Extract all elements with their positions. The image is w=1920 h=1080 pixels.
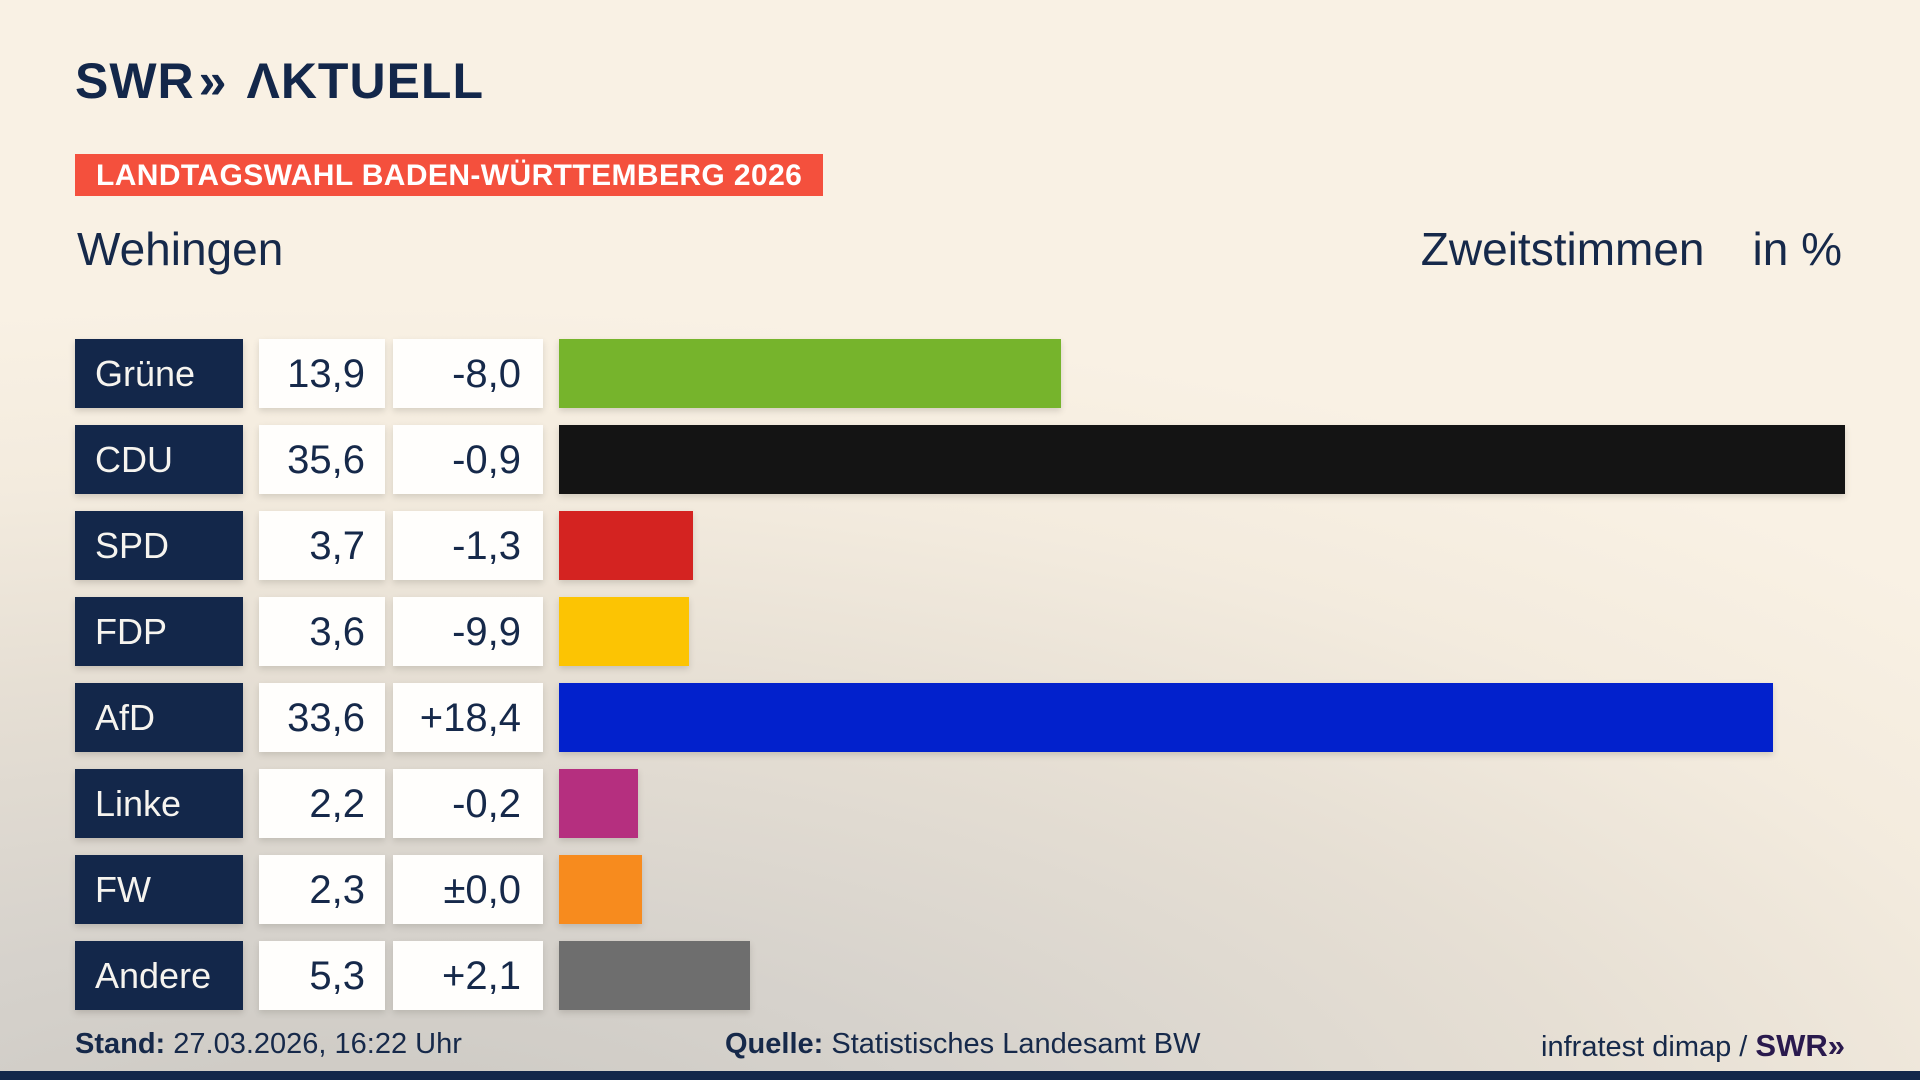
credit-text: infratest dimap /: [1541, 1031, 1756, 1063]
result-bar: [559, 339, 1062, 408]
party-row: Linke 2,2 -0,2: [75, 769, 1845, 838]
result-bar: [559, 597, 690, 666]
logo-aktuell-text: ΛKTUELL: [246, 53, 485, 109]
party-label: CDU: [75, 425, 243, 494]
party-change: -9,9: [393, 597, 543, 666]
bar-area: [559, 511, 1845, 580]
credit-swr-logo: SWR: [1755, 1028, 1828, 1063]
party-change: -0,9: [393, 425, 543, 494]
party-value: 33,6: [259, 683, 385, 752]
party-label: FDP: [75, 597, 243, 666]
party-row: Grüne 13,9 -8,0: [75, 339, 1845, 408]
logo-swr-text: SWR: [75, 53, 195, 109]
party-label: Grüne: [75, 339, 243, 408]
party-change: -0,2: [393, 769, 543, 838]
party-label: AfD: [75, 683, 243, 752]
party-label: FW: [75, 855, 243, 924]
party-label: Linke: [75, 769, 243, 838]
bottom-navy-strip: [0, 1071, 1920, 1080]
bar-area: [559, 769, 1845, 838]
bar-area: [559, 339, 1845, 408]
election-title-banner: LANDTAGSWAHL BADEN-WÜRTTEMBERG 2026: [75, 154, 824, 196]
agency-credit: infratest dimap / SWR»: [1541, 1028, 1845, 1064]
quelle-value: Statistisches Landesamt BW: [831, 1028, 1201, 1060]
party-value: 2,2: [259, 769, 385, 838]
party-value: 5,3: [259, 941, 385, 1010]
party-value: 35,6: [259, 425, 385, 494]
result-bar: [559, 769, 639, 838]
quelle-label: Quelle:: [725, 1028, 824, 1060]
party-row: Andere 5,3 +2,1: [75, 941, 1845, 1010]
party-value: 2,3: [259, 855, 385, 924]
party-row: FDP 3,6 -9,9: [75, 597, 1845, 666]
logo-chevrons-icon: »: [198, 53, 227, 109]
party-change: ±0,0: [393, 855, 543, 924]
results-bar-chart: Grüne 13,9 -8,0 CDU 35,6 -0,9 SPD 3,7 -1…: [75, 339, 1845, 1027]
party-change: -1,3: [393, 511, 543, 580]
bar-area: [559, 683, 1845, 752]
vote-type-label: Zweitstimmen: [1420, 223, 1705, 275]
stand-value: 27.03.2026, 16:22 Uhr: [173, 1028, 462, 1060]
bar-area: [559, 425, 1845, 494]
result-bar: [559, 425, 1845, 494]
party-row: AfD 33,6 +18,4: [75, 683, 1845, 752]
chart-title-row: Wehingen Zweitstimmen in %: [77, 222, 1842, 276]
party-change: +2,1: [393, 941, 543, 1010]
party-value: 3,7: [259, 511, 385, 580]
party-value: 3,6: [259, 597, 385, 666]
bar-area: [559, 855, 1845, 924]
result-bar: [559, 855, 643, 924]
party-label: SPD: [75, 511, 243, 580]
party-row: FW 2,3 ±0,0: [75, 855, 1845, 924]
party-value: 13,9: [259, 339, 385, 408]
bar-area: [559, 597, 1845, 666]
party-row: CDU 35,6 -0,9: [75, 425, 1845, 494]
municipality-title: Wehingen: [77, 223, 284, 275]
result-bar: [559, 511, 693, 580]
unit-label: in %: [1752, 223, 1842, 275]
vote-type-title: Zweitstimmen in %: [1421, 222, 1842, 276]
bar-area: [559, 941, 1845, 1010]
credit-chevrons-icon: »: [1827, 1028, 1845, 1063]
stand-label: Stand:: [75, 1028, 166, 1060]
result-bar: [559, 683, 1773, 752]
source-credit: Quelle: Statistisches Landesamt BW: [725, 1028, 1200, 1061]
party-change: +18,4: [393, 683, 543, 752]
stand-timestamp: Stand: 27.03.2026, 16:22 Uhr: [75, 1028, 462, 1061]
party-change: -8,0: [393, 339, 543, 408]
party-row: SPD 3,7 -1,3: [75, 511, 1845, 580]
result-bar: [559, 941, 751, 1010]
swr-aktuell-logo: SWR» ΛKTUELL: [75, 52, 484, 110]
party-label: Andere: [75, 941, 243, 1010]
